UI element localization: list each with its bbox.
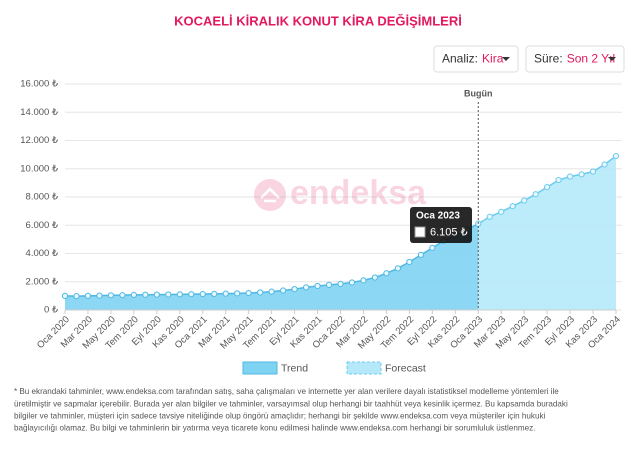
dropdown-arrow[interactable] [608,57,616,61]
legend-swatch[interactable] [242,361,278,375]
data-point [165,291,172,298]
tooltip-swatch [414,226,426,238]
tooltip-value: 6.105 ₺ [430,226,468,238]
data-point [589,168,597,175]
data-point [578,171,585,178]
dropdown-text[interactable]: Süre: Son 2 Yıl [534,52,615,66]
data-point [268,288,275,295]
data-point [234,290,241,297]
watermark-logo-house [260,187,280,203]
tooltip-title: Oca 2023 [416,211,460,222]
data-point [521,197,528,204]
y-tick-label: 8.000 ₺ [26,192,59,203]
dropdown-value[interactable]: Son 2 Yıl [567,52,615,66]
y-tick-label: 4.000 ₺ [26,248,59,259]
data-point [245,289,252,297]
data-point [406,258,413,266]
data-point [348,279,356,286]
data-point [119,292,126,299]
data-point [188,291,195,298]
legend-item[interactable]: Forecast [346,361,426,375]
data-point [280,287,287,294]
data-point [153,291,160,298]
data-point [555,176,562,184]
data-point [337,280,344,287]
data-point [291,285,298,293]
dropdown-box[interactable] [525,45,625,73]
today-label: Bugün [464,88,493,98]
dropdown-label[interactable]: Analiz: [442,52,478,66]
watermark-text: endeksa [290,174,427,212]
data-point [544,184,551,191]
dropdown-arrow[interactable] [502,57,510,61]
data-point [107,292,115,299]
dropdown-box[interactable] [433,45,519,73]
series-area [65,223,479,310]
data-point [371,274,379,281]
data-point [509,203,516,210]
y-tick-label: 10.000 ₺ [20,163,59,174]
data-point [612,152,620,160]
data-point [61,292,69,299]
data-point [257,289,264,296]
data-point [394,265,401,272]
legend-label[interactable]: Forecast [385,362,426,374]
data-point [498,208,505,215]
data-point [142,291,149,298]
data-point [325,281,333,288]
data-point [84,292,92,299]
y-tick-label: 12.000 ₺ [20,135,59,146]
data-point [566,173,574,180]
data-point [486,213,493,220]
data-point [417,251,424,259]
dropdown-label[interactable]: Süre: [534,52,563,66]
chart-title: KOCAELİ KİRALIK KONUT KİRA DEĞİŞİMLERİ [174,13,462,28]
disclaimer-line: bilgiler ve tahminler, müşteri için sade… [14,412,545,421]
y-tick-label: 2.000 ₺ [26,276,59,287]
data-point [601,161,608,168]
data-point [96,292,103,299]
watermark: endeksa [254,174,427,212]
data-point [532,191,539,198]
dropdown[interactable]: Analiz: Kira [433,45,519,73]
data-point [429,244,436,251]
data-point [176,291,183,298]
y-tick-label: 14.000 ₺ [20,107,59,118]
y-tick-label: 0 ₺ [44,305,59,316]
data-point [222,290,229,297]
disclaimer-line: üretilmiştir ve sapmalar içerebilir. Bur… [14,399,568,408]
data-point [360,277,367,284]
data-point [199,290,206,298]
data-point [383,270,390,277]
dropdown[interactable]: Süre: Son 2 Yıl [525,45,625,73]
data-point [211,290,218,297]
y-tick-label: 6.000 ₺ [26,220,59,231]
legend-label[interactable]: Trend [281,362,308,374]
tooltip: Oca 2023 6.105 ₺ [410,207,472,243]
legend-swatch[interactable] [346,361,382,375]
data-point [73,293,80,300]
watermark-logo [254,179,286,211]
disclaimer-line: * Bu ekrandaki tahminler, www.endeksa.co… [14,387,559,396]
dropdown-text[interactable]: Analiz: Kira [442,52,504,66]
series-area [478,156,616,310]
data-point [130,291,137,298]
data-point [302,284,310,291]
disclaimer-line: bağlayıcılığı olamaz. Bu bilgi ve tahmin… [14,424,535,433]
legend-item[interactable]: Trend [242,361,308,375]
data-point [314,282,321,290]
y-tick-label: 16.000 ₺ [20,79,59,90]
dropdown-value[interactable]: Kira [482,52,504,66]
